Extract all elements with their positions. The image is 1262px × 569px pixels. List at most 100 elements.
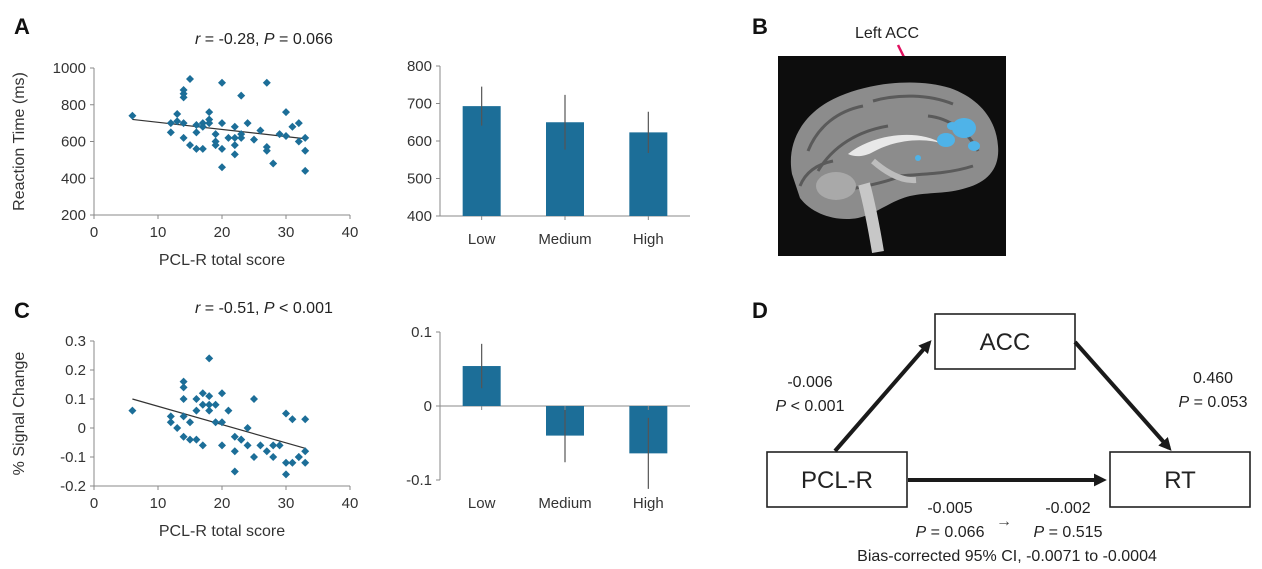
data-point [198,122,207,131]
data-point [179,86,188,95]
data-point [218,163,226,172]
data-point [301,415,310,424]
data-point [237,435,246,444]
data-point [173,424,182,432]
acc-activation [915,118,980,161]
path-a-pvalue: P < 0.001 [776,398,845,415]
x-axis-label: PCL-R total score [159,252,285,269]
trend-line [132,118,306,140]
y-tick-label: 600 [407,133,432,150]
data-point [166,418,175,427]
data-point [186,435,194,444]
data-point [205,392,214,401]
data-point [275,130,284,139]
data-point [205,406,214,415]
data-point [243,119,252,128]
data-point [198,389,207,398]
rt-box-label: RT [1164,467,1196,494]
mediation-diagram: ACC PCL-R RT -0.006 P < 0.001 0.460 P = … [766,313,1251,565]
x-tick-label: 40 [342,224,359,241]
brain-sagittal-image [778,56,1006,256]
stat-r: r [195,31,201,48]
data-point [250,453,258,461]
y-tick-label: -0.1 [406,472,432,489]
rt-box [1109,451,1251,508]
activation-blob [937,133,955,147]
category-label: High [633,495,664,512]
category-label: Low [468,231,496,248]
panel-letter-c: C [14,298,30,323]
x-tick-label: 10 [150,495,167,512]
data-point [179,377,188,386]
chart-signal-change-scatter: -0.2 -0.1 0 0.1 0.2 0.3 0 10 20 30 40 PCL-R total s… [11,333,358,540]
chart-signal-change-bar: -0.1 0 0.1 Low Medium High [406,324,690,512]
activation-blob [952,118,976,138]
y-tick-label: 0.2 [65,362,86,379]
stat-p: P [264,300,275,317]
panel-letter-b: B [752,14,768,39]
y-tick-label: 400 [61,170,86,187]
y-tick-label: 0.3 [65,333,86,350]
acc-box [934,313,1076,370]
data-point [230,447,239,456]
data-point [250,135,258,144]
data-point [224,133,233,142]
data-point [230,133,239,142]
data-point [282,108,290,117]
y-tick-label: 0.1 [411,324,432,341]
data-point [237,130,246,139]
data-point [218,441,226,450]
data-point [230,432,239,441]
y-axis-label: Reaction Time (ms) [11,72,28,211]
category-label: Medium [538,495,591,512]
path-b-coefficient: 0.460 [1193,370,1233,387]
panel-c-correlation: r = -0.51, P < 0.001 [195,300,333,317]
data-point [243,441,252,450]
data-point [288,122,297,131]
path-a-coefficient: -0.006 [787,374,832,391]
p-label: P [916,524,927,541]
y-tick-label: -0.2 [60,478,86,495]
data-point [301,133,310,142]
data-point [192,435,201,444]
p-label: P [1179,394,1190,411]
y-tick-label: 500 [407,171,432,188]
data-point [166,128,175,137]
stat-text: = -0.28, [200,31,264,48]
data-point [282,409,290,418]
panel-letter-a: A [14,14,30,39]
data-point [250,395,258,403]
data-point [301,146,310,155]
data-point [230,150,239,159]
data-point [173,109,182,118]
data-point [166,119,175,128]
y-tick-label: 800 [61,97,86,114]
data-point [301,166,310,175]
data-point [192,395,201,403]
y-tick-label: 200 [61,207,86,224]
data-point [198,400,207,409]
path-c-prime-pvalue: P = 0.515 [1034,524,1103,541]
path-c-coefficient: -0.005 [927,500,972,517]
y-tick-label: 700 [407,96,432,113]
y-tick-label: 0.1 [65,391,86,408]
activation-blob [915,155,921,161]
data-point [230,141,239,150]
data-point [282,458,290,467]
x-tick-label: 40 [342,495,359,512]
x-tick-label: 30 [278,495,295,512]
data-point [186,418,194,427]
arrow-acc-to-rt [1073,340,1172,451]
data-point [269,159,278,168]
x-tick-label: 0 [90,224,98,241]
reduction-arrow: → [996,513,1012,530]
data-point [230,122,239,131]
data-point [256,441,265,450]
category-label: High [633,231,664,248]
data-point [301,447,310,456]
acc-box-label: ACC [980,329,1031,356]
stat-value: = 0.066 [275,31,333,48]
chart-reaction-time-bar: 400 500 600 700 800 Low Medium High [407,58,690,248]
data-point [205,108,214,117]
data-point [179,383,188,392]
